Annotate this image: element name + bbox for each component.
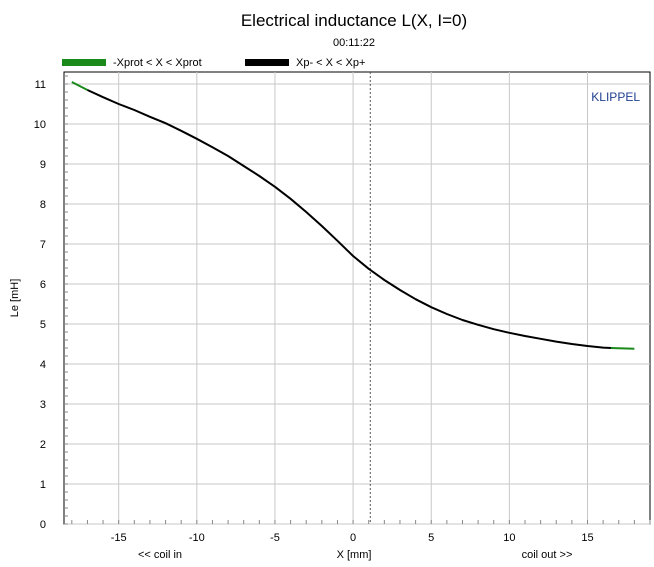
legend-label-black: Xp- < X < Xp+ [296, 57, 365, 69]
minor-ticks [64, 75, 651, 525]
x-tick-label: -5 [270, 532, 280, 544]
x-tick-label: 15 [581, 532, 593, 544]
series-layer [71, 81, 635, 350]
y-tick-label: 10 [34, 119, 46, 131]
x-axis-label: X [mm] [337, 549, 372, 561]
x-tick-label: 10 [503, 532, 515, 544]
y-tick-label: 5 [40, 319, 46, 331]
y-tick-label: 3 [40, 399, 46, 411]
legend-swatch-green [62, 59, 106, 66]
y-tick-label: 1 [40, 479, 46, 491]
grid-horizontal [64, 83, 650, 525]
klippel-logo-text: KLIPPEL [591, 90, 640, 104]
plot-area [63, 71, 651, 525]
x-right-note: coil out >> [522, 549, 573, 561]
chart-subtitle: 00:11:22 [333, 37, 375, 49]
y-tick-label: 4 [40, 359, 46, 371]
series-black-line [87, 89, 611, 349]
series-green-right-segment [610, 347, 635, 350]
legend-label-green: -Xprot < X < Xprot [113, 57, 202, 69]
x-tick-label: -10 [189, 532, 205, 544]
y-tick-label: 0 [40, 519, 46, 531]
y-tick-label: 6 [40, 279, 46, 291]
chart-title: Electrical inductance L(X, I=0) [241, 11, 467, 30]
y-tick-label: 11 [35, 79, 46, 91]
x-tick-label: -15 [111, 532, 127, 544]
grid-vertical [118, 72, 588, 524]
y-axis-label: Le [mH] [9, 279, 21, 318]
y-tick-label: 9 [40, 159, 46, 171]
y-tick-label: 2 [40, 439, 46, 451]
y-tick-label: 8 [40, 199, 46, 211]
series-green-left-segment [71, 81, 88, 91]
legend-swatch-black [245, 59, 289, 66]
y-tick-labels: 0 1 2 3 4 5 6 7 8 9 10 11 [34, 79, 46, 531]
legend: -Xprot < X < Xprot Xp- < X < Xp+ [62, 57, 365, 69]
x-tick-label: 5 [428, 532, 434, 544]
x-tick-labels: -15 -10 -5 0 5 10 15 [111, 532, 594, 544]
x-left-note: << coil in [138, 549, 182, 561]
x-tick-label: 0 [350, 532, 356, 544]
y-tick-label: 7 [40, 239, 46, 251]
